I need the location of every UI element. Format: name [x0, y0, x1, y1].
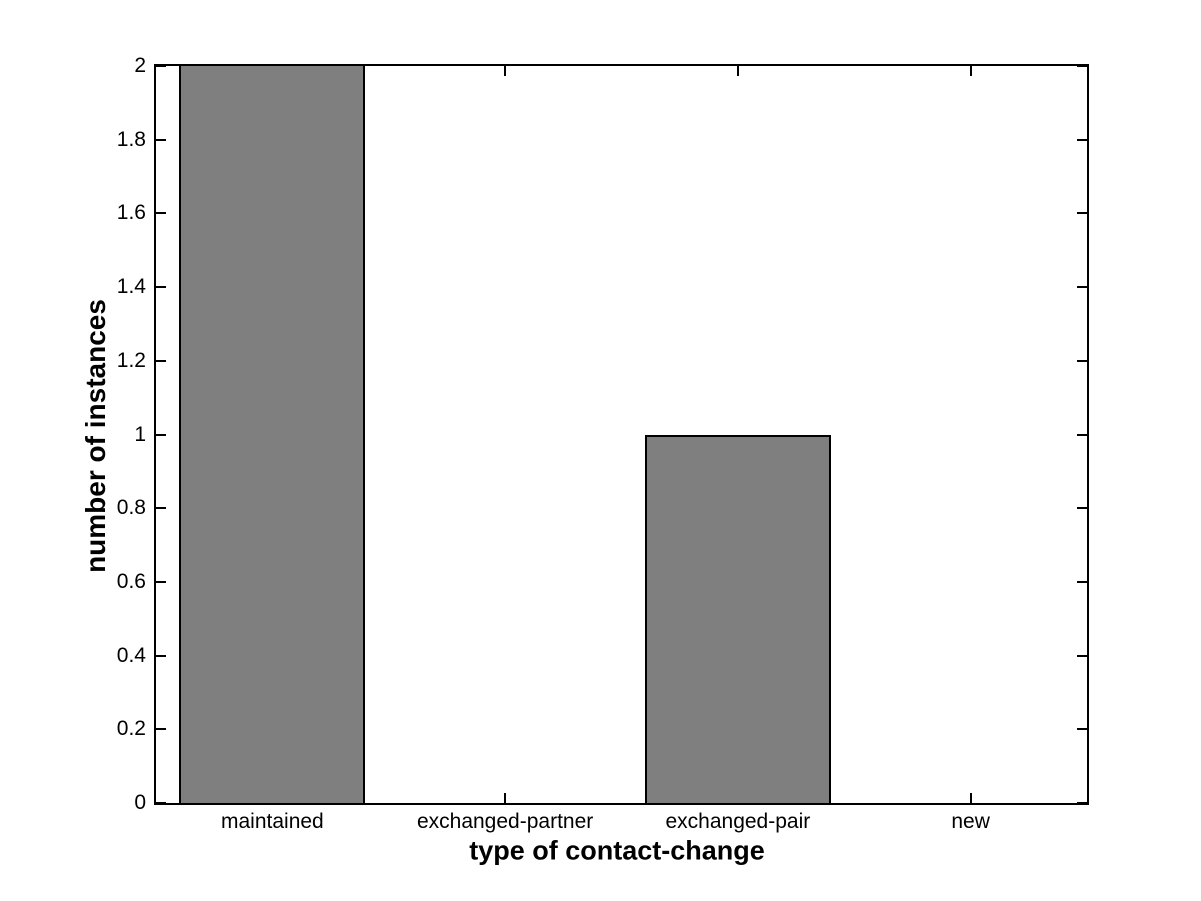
x-tick-label: exchanged-pair	[665, 810, 811, 833]
x-axis-label: type of contact-change	[469, 835, 765, 866]
x-tick-mark	[969, 793, 972, 803]
y-tick-mark	[156, 359, 166, 362]
y-tick-label: 0.4	[116, 643, 146, 667]
x-tick-mark	[736, 66, 739, 76]
y-tick-label: 0.8	[116, 496, 146, 520]
y-tick-mark	[156, 433, 166, 436]
y-tick-mark	[1077, 212, 1087, 215]
y-tick-label: 1.6	[116, 201, 146, 225]
y-tick-mark	[156, 654, 166, 657]
y-tick-mark	[1077, 802, 1087, 804]
y-tick-label: 1.4	[116, 275, 146, 299]
y-tick-mark	[1077, 359, 1087, 362]
y-tick-mark	[156, 580, 166, 583]
y-tick-mark	[156, 212, 166, 215]
x-tick-label: maintained	[221, 810, 324, 833]
y-tick-label: 1.8	[116, 127, 146, 151]
y-tick-mark	[156, 65, 166, 67]
y-tick-mark	[1077, 728, 1087, 731]
x-tick-label: new	[951, 810, 990, 833]
x-tick-label: exchanged-partner	[416, 810, 594, 833]
y-tick-label: 1	[134, 422, 146, 446]
y-tick-label: 2	[134, 54, 146, 77]
y-tick-mark	[1077, 654, 1087, 657]
y-tick-mark	[156, 138, 166, 141]
y-tick-mark	[1077, 65, 1087, 67]
x-tick-mark	[969, 66, 972, 76]
y-tick-label: 0	[134, 791, 146, 814]
y-tick-label: 0.2	[116, 717, 146, 741]
y-tick-label: 0.6	[116, 569, 146, 593]
y-tick-mark	[156, 728, 166, 731]
bar-maintained	[179, 64, 366, 805]
y-tick-mark	[1077, 580, 1087, 583]
y-tick-mark	[156, 507, 166, 510]
y-tick-mark	[1077, 286, 1087, 289]
y-tick-mark	[156, 286, 166, 289]
y-tick-mark	[1077, 507, 1087, 510]
y-tick-mark	[1077, 138, 1087, 141]
y-tick-mark	[156, 802, 166, 804]
y-tick-mark	[1077, 433, 1087, 436]
y-tick-label: 1.2	[116, 348, 146, 372]
x-tick-mark	[504, 793, 507, 803]
x-tick-mark	[504, 66, 507, 76]
bar-exchanged-pair	[644, 434, 831, 805]
plot-area	[154, 64, 1089, 805]
